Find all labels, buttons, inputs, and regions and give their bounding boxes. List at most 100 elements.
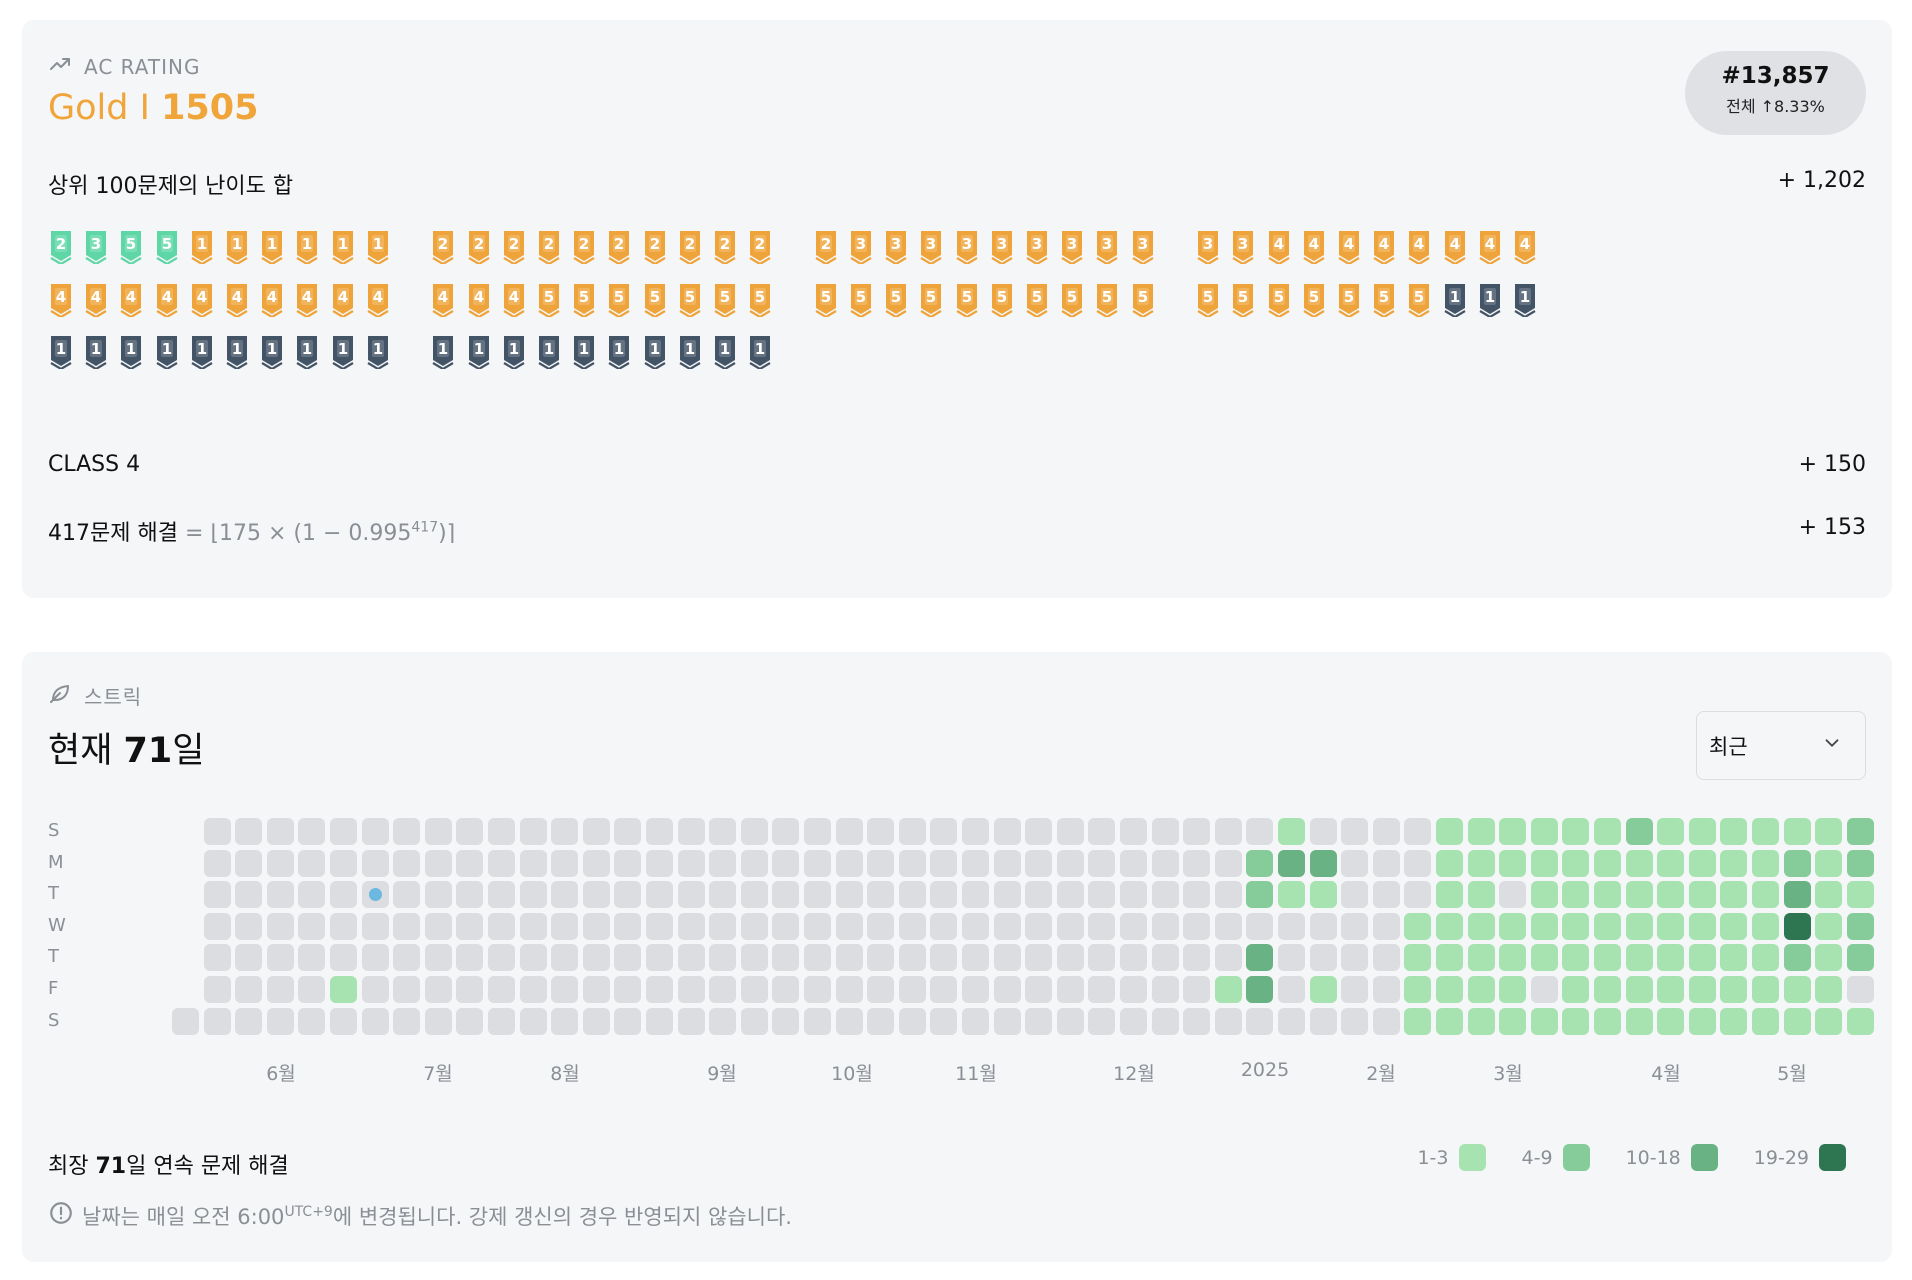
heatmap-cell[interactable] [1246, 912, 1274, 940]
tier-badge-gold[interactable]: 3 [918, 230, 944, 264]
heatmap-cell[interactable] [1341, 849, 1369, 877]
heatmap-cell[interactable] [1783, 849, 1811, 877]
heatmap-cell[interactable] [1752, 818, 1779, 845]
heatmap-cell[interactable] [361, 912, 389, 940]
heatmap-cell[interactable] [361, 944, 389, 972]
heatmap-cell[interactable] [740, 881, 768, 909]
heatmap-cell[interactable] [582, 1007, 610, 1035]
tier-badge-gold[interactable]: 2 [747, 230, 773, 264]
tier-badge-gold[interactable]: 3 [954, 230, 980, 264]
tier-badge-platinum[interactable]: 1 [712, 335, 738, 370]
heatmap-cell[interactable] [1783, 818, 1811, 845]
heatmap-cell[interactable] [266, 849, 294, 877]
heatmap-cell[interactable] [1056, 1007, 1084, 1035]
heatmap-cell[interactable] [1562, 818, 1590, 845]
heatmap-cell[interactable] [456, 912, 484, 940]
heatmap-cell[interactable] [740, 912, 768, 940]
heatmap-cell[interactable] [235, 818, 263, 845]
heatmap-cell[interactable] [1846, 976, 1874, 1003]
heatmap-cell[interactable] [1404, 818, 1432, 845]
heatmap-cell[interactable] [646, 1007, 673, 1035]
heatmap-cell[interactable] [1625, 976, 1653, 1003]
heatmap-cell[interactable] [646, 849, 673, 877]
heatmap-cell[interactable] [1214, 912, 1242, 940]
rank-pill[interactable]: #13,857 전체 ↑8.33% [1685, 51, 1866, 135]
tier-badge-gold[interactable]: 4 [1266, 230, 1292, 264]
heatmap-cell[interactable] [1815, 1007, 1843, 1035]
heatmap-cell[interactable] [203, 944, 231, 972]
heatmap-cell[interactable] [1088, 849, 1116, 877]
heatmap-cell[interactable] [1309, 849, 1337, 877]
heatmap-cell[interactable] [330, 912, 357, 940]
tier-badge-gold[interactable]: 5 [712, 283, 738, 317]
heatmap-cell[interactable] [519, 849, 547, 877]
heatmap-cell[interactable] [1783, 976, 1811, 1003]
heatmap-cell[interactable] [266, 818, 294, 845]
heatmap-cell[interactable] [867, 944, 895, 972]
tier-badge-gold[interactable]: 4 [330, 283, 356, 317]
heatmap-cell[interactable] [1056, 944, 1084, 972]
tier-badge-platinum[interactable]: 1 [606, 335, 632, 370]
heatmap-cell[interactable] [1594, 818, 1621, 845]
heatmap-cell[interactable] [898, 849, 926, 877]
heatmap-cell[interactable] [393, 1007, 421, 1035]
heatmap-cell[interactable] [709, 976, 737, 1003]
tier-badge-gold[interactable]: 5 [747, 283, 773, 317]
tier-badge-gold[interactable]: 5 [642, 283, 668, 317]
tier-badge-gold[interactable]: 4 [1512, 230, 1538, 264]
heatmap-cell[interactable] [1056, 849, 1084, 877]
tier-badge-platinum[interactable]: 1 [294, 335, 320, 370]
heatmap-cell[interactable] [1657, 818, 1685, 845]
heatmap-cell[interactable] [1720, 912, 1748, 940]
heatmap-cell[interactable] [1688, 1007, 1716, 1035]
heatmap-cell[interactable] [456, 976, 484, 1003]
heatmap-cell[interactable] [709, 1007, 737, 1035]
heatmap-cell[interactable] [582, 944, 610, 972]
heatmap-cell[interactable] [1846, 1007, 1874, 1035]
heatmap-cell[interactable] [1467, 976, 1495, 1003]
heatmap-cell[interactable] [1846, 944, 1874, 972]
heatmap-cell[interactable] [1625, 818, 1653, 845]
heatmap-cell[interactable] [835, 1007, 863, 1035]
heatmap-cell[interactable] [1720, 818, 1748, 845]
tier-badge-platinum[interactable]: 1 [259, 335, 285, 370]
tier-badge-platinum[interactable]: 1 [747, 335, 773, 370]
tier-badge-platinum[interactable]: 1 [83, 335, 109, 370]
heatmap-cell[interactable] [1246, 976, 1274, 1003]
heatmap-cell[interactable] [1151, 912, 1179, 940]
heatmap-cell[interactable] [1372, 1007, 1400, 1035]
heatmap-cell[interactable] [1404, 849, 1432, 877]
tier-badge-gold[interactable]: 5 [1336, 283, 1362, 317]
heatmap-cell[interactable] [804, 976, 831, 1003]
heatmap-cell[interactable] [393, 818, 421, 845]
heatmap-cell[interactable] [646, 818, 673, 845]
heatmap-cell[interactable] [1088, 944, 1116, 972]
tier-badge-gold[interactable]: 3 [848, 230, 874, 264]
heatmap-cell[interactable] [993, 1007, 1021, 1035]
heatmap-cell[interactable] [835, 976, 863, 1003]
heatmap-cell[interactable] [298, 976, 326, 1003]
heatmap-cell[interactable] [646, 976, 673, 1003]
heatmap-cell[interactable] [298, 849, 326, 877]
heatmap-cell[interactable] [993, 944, 1021, 972]
heatmap-cell[interactable] [298, 1007, 326, 1035]
heatmap-cell[interactable] [361, 818, 389, 845]
heatmap-cell[interactable] [1720, 976, 1748, 1003]
heatmap-cell[interactable] [266, 881, 294, 909]
heatmap-cell[interactable] [266, 912, 294, 940]
heatmap-cell[interactable] [930, 849, 958, 877]
heatmap-cell[interactable] [266, 976, 294, 1003]
heatmap-cell[interactable] [1467, 881, 1495, 909]
tier-badge-gold[interactable]: 4 [118, 283, 144, 317]
heatmap-cell[interactable] [962, 849, 989, 877]
heatmap-cell[interactable] [235, 976, 263, 1003]
heatmap-cell[interactable] [709, 818, 737, 845]
heatmap-cell[interactable] [1594, 944, 1621, 972]
heatmap-cell[interactable] [1309, 818, 1337, 845]
heatmap-cell[interactable] [835, 849, 863, 877]
tier-badge-gold[interactable]: 5 [1406, 283, 1432, 317]
tier-badge-silver[interactable]: 5 [154, 230, 180, 264]
tier-badge-gold[interactable]: 5 [1024, 283, 1050, 317]
heatmap-cell[interactable] [488, 849, 515, 877]
heatmap-cell[interactable] [1625, 1007, 1653, 1035]
